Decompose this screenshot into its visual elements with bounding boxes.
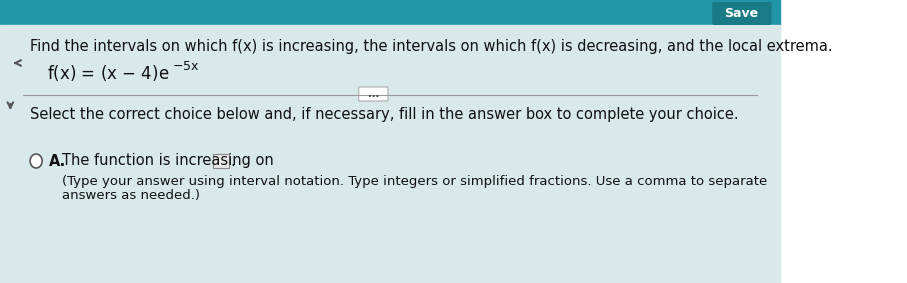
Text: .: . [230,153,235,168]
Text: A.: A. [49,153,66,168]
FancyBboxPatch shape [712,2,772,25]
Bar [0,0,780,25]
Text: Find the intervals on which f(x) is increasing, the intervals on which f(x) is d: Find the intervals on which f(x) is incr… [30,38,833,53]
Text: $-$5x: $-$5x [172,59,200,72]
FancyBboxPatch shape [213,154,229,168]
Text: answers as needed.): answers as needed.) [62,188,200,201]
FancyBboxPatch shape [358,87,388,101]
Text: f(x) = (x $-$ 4)e: f(x) = (x $-$ 4)e [47,63,170,83]
Text: Select the correct choice below and, if necessary, fill in the answer box to com: Select the correct choice below and, if … [30,108,738,123]
Circle shape [30,154,42,168]
Text: The function is increasing on: The function is increasing on [62,153,274,168]
Text: ...: ... [367,89,379,99]
Text: (Type your answer using interval notation. Type integers or simplified fractions: (Type your answer using interval notatio… [62,175,767,188]
Text: Save: Save [725,7,758,20]
